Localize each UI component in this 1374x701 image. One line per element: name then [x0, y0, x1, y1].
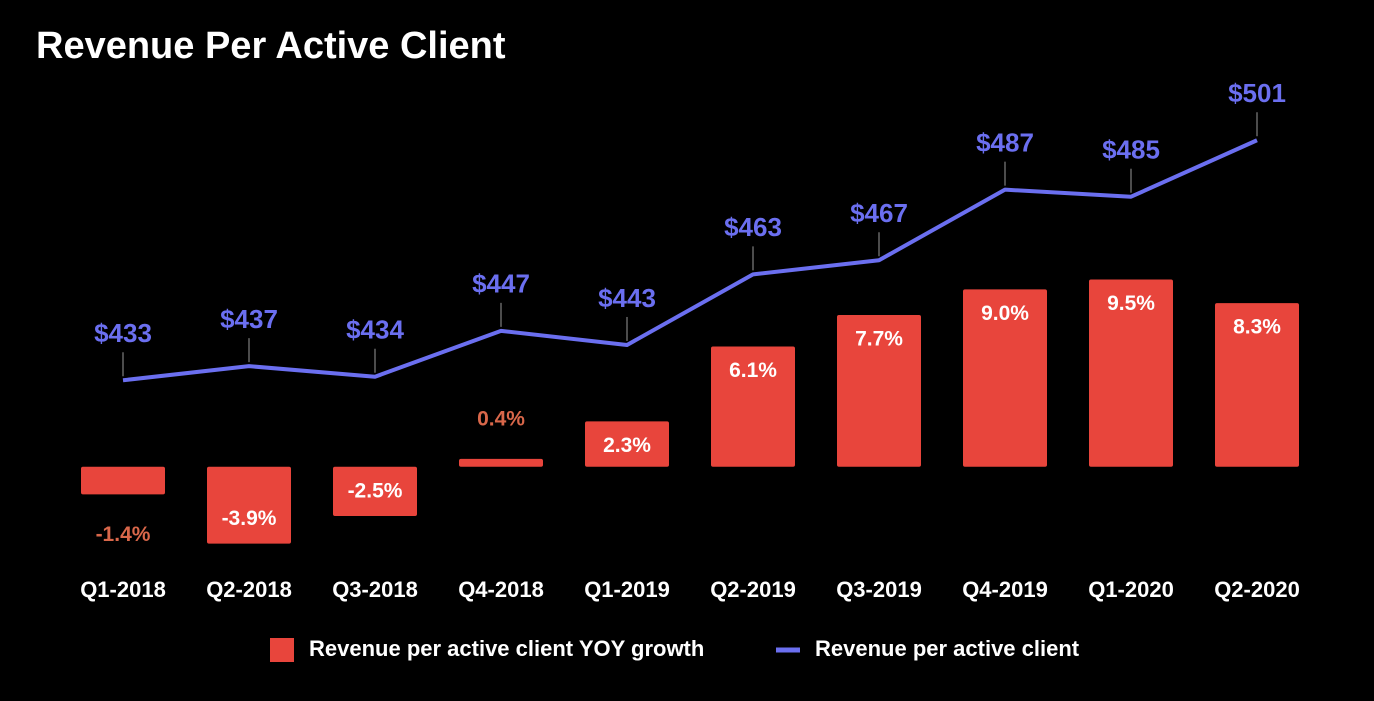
line-value-label: $447: [472, 269, 530, 299]
bar: [585, 421, 669, 467]
chart-title: Revenue Per Active Client: [36, 25, 506, 67]
x-tick-label: Q1-2019: [584, 577, 670, 602]
x-tick-label: Q1-2018: [80, 577, 166, 602]
bar: [711, 346, 795, 467]
bar: [81, 466, 165, 495]
line-value-label: $437: [220, 304, 278, 334]
line-value-label: $501: [1228, 78, 1286, 108]
x-tick-label: Q4-2019: [962, 577, 1048, 602]
x-tick-label: Q4-2018: [458, 577, 544, 602]
line-value-label: $485: [1102, 135, 1160, 165]
legend-label: Revenue per active client: [815, 636, 1080, 661]
line-value-label: $487: [976, 128, 1034, 158]
bar-value-label: 6.1%: [729, 359, 777, 382]
line-value-label: $433: [94, 318, 152, 348]
bar-value-label: 0.4%: [477, 407, 525, 430]
bar: [207, 466, 291, 544]
x-tick-label: Q2-2019: [710, 577, 796, 602]
x-tick-label: Q3-2018: [332, 577, 418, 602]
x-tick-label: Q2-2020: [1214, 577, 1300, 602]
legend-label: Revenue per active client YOY growth: [309, 636, 704, 661]
line-value-label: $463: [724, 212, 782, 242]
line-value-label: $443: [598, 283, 656, 313]
bar-value-label: 8.3%: [1233, 316, 1281, 339]
bar: [1215, 303, 1299, 467]
bar-value-label: 9.5%: [1107, 292, 1155, 315]
legend-swatch: [270, 638, 294, 662]
bar-value-label: 2.3%: [603, 434, 651, 457]
bar-value-label: -3.9%: [222, 507, 277, 530]
line-value-label: $467: [850, 198, 908, 228]
bar-value-label: -2.5%: [348, 480, 403, 503]
bar: [459, 458, 543, 467]
line: [122, 138, 1258, 383]
x-tick-label: Q3-2019: [836, 577, 922, 602]
bar: [963, 289, 1047, 467]
bar: [1089, 279, 1173, 467]
bar: [837, 314, 921, 467]
bar-value-label: 9.0%: [981, 302, 1029, 325]
x-tick-label: Q1-2020: [1088, 577, 1174, 602]
x-tick-label: Q2-2018: [206, 577, 292, 602]
bar-value-label: 7.7%: [855, 328, 903, 351]
bar-value-label: -1.4%: [96, 523, 151, 546]
bar: [333, 466, 417, 517]
line-value-label: $434: [346, 315, 404, 345]
